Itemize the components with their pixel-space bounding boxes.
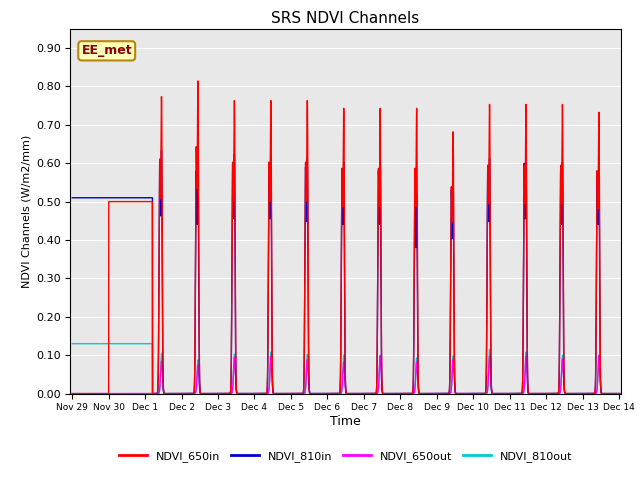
NDVI_650out (465, 391, 472, 396)
NDVI_650in (256, 391, 264, 396)
NDVI_810out (256, 391, 264, 396)
NDVI_650in (383, 391, 391, 396)
Line: NDVI_810in: NDVI_810in (72, 150, 637, 394)
NDVI_810in (256, 391, 264, 396)
NDVI_810out (465, 391, 472, 396)
Legend: NDVI_650in, NDVI_810in, NDVI_650out, NDVI_810out: NDVI_650in, NDVI_810in, NDVI_650out, NDV… (115, 446, 577, 467)
NDVI_650out (567, 391, 575, 396)
X-axis label: Time: Time (330, 415, 361, 428)
NDVI_650out (68, 391, 76, 396)
NDVI_810in (68, 195, 76, 201)
NDVI_810in (567, 391, 575, 396)
NDVI_810in (465, 391, 472, 396)
Line: NDVI_650in: NDVI_650in (72, 81, 637, 394)
NDVI_650out (383, 391, 391, 396)
NDVI_810in (620, 391, 628, 396)
NDVI_650out (256, 391, 264, 396)
NDVI_650in (634, 391, 640, 396)
NDVI_650in (119, 199, 127, 204)
NDVI_650out (376, 353, 384, 359)
NDVI_810in (383, 391, 391, 396)
NDVI_650in (465, 391, 472, 396)
NDVI_810out (567, 391, 575, 396)
Line: NDVI_650out: NDVI_650out (72, 356, 637, 394)
NDVI_810in (157, 147, 165, 153)
Y-axis label: NDVI Channels (W/m2/mm): NDVI Channels (W/m2/mm) (22, 134, 32, 288)
NDVI_650out (419, 391, 426, 396)
NDVI_810in (634, 391, 640, 396)
NDVI_810out (634, 391, 640, 396)
NDVI_650in (419, 391, 426, 396)
NDVI_810out (630, 391, 638, 396)
NDVI_810out (119, 341, 127, 347)
NDVI_810out (383, 391, 391, 396)
NDVI_650in (68, 391, 76, 396)
Line: NDVI_810out: NDVI_810out (72, 344, 637, 394)
Text: EE_met: EE_met (81, 44, 132, 57)
NDVI_810in (119, 195, 127, 201)
NDVI_810in (419, 391, 426, 396)
Title: SRS NDVI Channels: SRS NDVI Channels (271, 11, 420, 26)
NDVI_810out (419, 391, 426, 396)
NDVI_650in (194, 78, 202, 84)
NDVI_810out (68, 341, 76, 347)
NDVI_650out (119, 391, 127, 396)
NDVI_650in (567, 391, 575, 396)
NDVI_650out (634, 391, 640, 396)
